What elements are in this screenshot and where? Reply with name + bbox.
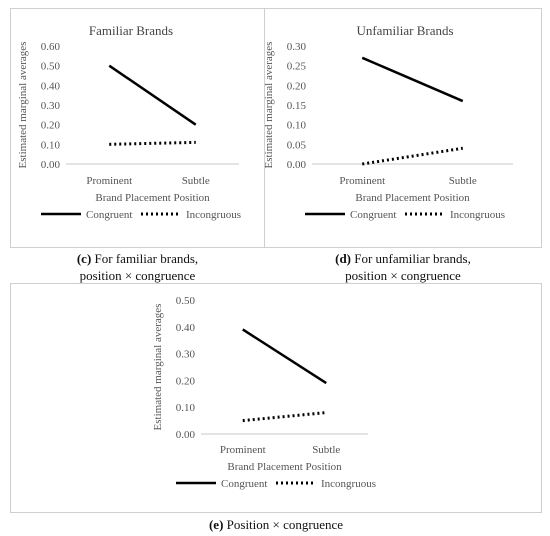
x-axis-title: Brand Placement Position: [227, 461, 342, 473]
y-tick-label: 0.20: [287, 80, 307, 92]
chart-c: Familiar Brands 0.00 0.10 0.20 0.30 0.40 0.50 0…: [17, 23, 241, 221]
y-tick-label: 0.15: [287, 100, 307, 112]
y-axis-title: Estimated marginal averages: [152, 304, 164, 431]
legend-label-congruent: Congruent: [350, 209, 396, 221]
legend-label-congruent: Congruent: [221, 478, 267, 490]
legend-label-incongruous: Incongruous: [321, 478, 376, 490]
x-tick-label: Prominent: [220, 444, 266, 456]
caption-c-letter: (c): [76, 251, 92, 266]
caption-c-line1: For familiar brands,: [91, 251, 199, 266]
y-tick-label: 0.00: [41, 159, 61, 171]
chart-panel-c: Familiar Brands 0.00 0.10 0.20 0.30 0.40 0.50 0…: [10, 8, 265, 248]
y-tick-label: 0.20: [176, 375, 196, 387]
series-line-congruent: [108, 64, 197, 126]
x-tick-label: Prominent: [339, 175, 385, 187]
y-tick-label: 0.05: [287, 139, 307, 151]
series-line-incongruous: [242, 411, 327, 423]
series-line-congruent: [361, 56, 464, 103]
caption-e-letter: (e): [208, 517, 224, 532]
y-tick-label: 0.30: [287, 41, 307, 53]
y-tick-label: 0.30: [176, 349, 196, 361]
caption-d-line1: For unfamiliar brands,: [351, 251, 471, 266]
y-tick-label: 0.25: [287, 61, 307, 73]
chart-panel-d: Unfamiliar Brands 0.00 0.05 0.10 0.15 0.20 0.2…: [263, 8, 542, 248]
y-tick-label: 0.50: [176, 295, 196, 307]
x-tick-label: Subtle: [312, 444, 340, 456]
chart-e: 0.00 0.10 0.20 0.30 0.40 0.50 Estimated margin…: [152, 295, 376, 490]
y-tick-label: 0.00: [176, 429, 196, 441]
series-line-congruent: [242, 328, 327, 385]
caption-d-line2: position × congruence: [345, 268, 461, 283]
y-tick-label: 0.20: [41, 120, 61, 132]
x-axis-title: Brand Placement Position: [355, 192, 470, 204]
legend-label-congruent: Congruent: [86, 209, 132, 221]
y-tick-label: 0.10: [41, 139, 61, 151]
y-tick-label: 0.10: [287, 120, 307, 132]
caption-d-letter: (d): [335, 251, 351, 266]
series-line-incongruous: [109, 140, 196, 146]
chart-title: Unfamiliar Brands: [356, 23, 453, 38]
y-tick-label: 0.50: [41, 61, 61, 73]
x-tick-label: Subtle: [182, 175, 210, 187]
chart-title: Familiar Brands: [89, 23, 173, 38]
legend-label-incongruous: Incongruous: [450, 209, 505, 221]
y-tick-label: 0.30: [41, 100, 61, 112]
caption-e-line1: Position × congruence: [223, 517, 344, 532]
y-tick-label: 0.40: [41, 80, 61, 92]
legend-label-incongruous: Incongruous: [186, 209, 241, 221]
caption-e: (e) Position × congruence: [10, 516, 542, 533]
y-tick-label: 0.00: [287, 159, 307, 171]
chart-panel-e: 0.00 0.10 0.20 0.30 0.40 0.50 Estimated margin…: [10, 283, 542, 513]
y-axis-title: Estimated marginal averages: [17, 42, 29, 169]
x-axis-title: Brand Placement Position: [95, 192, 210, 204]
y-axis-title: Estimated marginal averages: [265, 42, 275, 169]
y-tick-label: 0.40: [176, 322, 196, 334]
y-tick-label: 0.60: [41, 41, 61, 53]
x-tick-label: Subtle: [449, 175, 477, 187]
x-tick-label: Prominent: [86, 175, 132, 187]
series-line-incongruous: [362, 146, 463, 166]
caption-c-line2: position × congruence: [79, 268, 196, 283]
chart-d: Unfamiliar Brands 0.00 0.05 0.10 0.15 0.20 0.2…: [263, 23, 513, 221]
caption-d: (d) For unfamiliar brands, position × co…: [264, 250, 542, 284]
caption-c: (c) For familiar brands, position × cong…: [10, 250, 265, 284]
y-tick-label: 0.10: [176, 402, 196, 414]
